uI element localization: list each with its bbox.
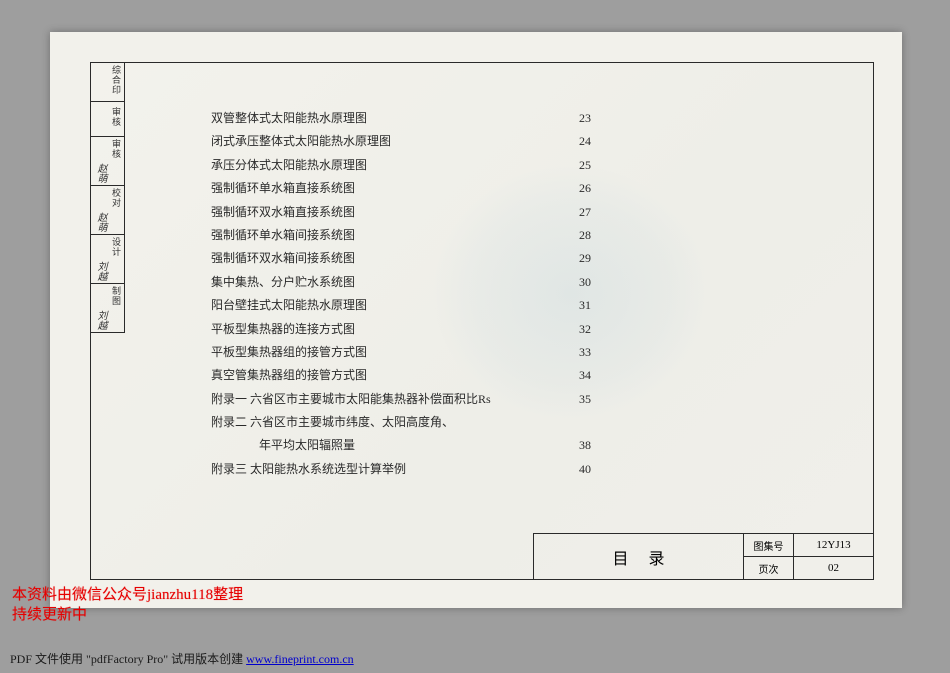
toc-row: 强制循环双水箱直接系统图 27: [211, 201, 591, 224]
side-sig: 刘越: [91, 259, 110, 283]
watermark-text: 本资料由微信公众号jianzhu118整理持续更新中: [12, 586, 243, 625]
toc-entry-page: 23: [549, 107, 591, 130]
toc-entry-page: 38: [549, 434, 591, 457]
toc-entry-title: 强制循环双水箱间接系统图: [211, 247, 355, 270]
toc-entry-title: 平板型集热器组的接管方式图: [211, 341, 367, 364]
table-of-contents: 双管整体式太阳能热水原理图23闭式承压整体式太阳能热水原理图24承压分体式太阳能…: [211, 107, 591, 481]
meta-row: 页次 02: [744, 557, 873, 579]
toc-row: 真空管集热器组的接管方式图 34: [211, 364, 591, 387]
toc-entry-title: 强制循环双水箱直接系统图: [211, 201, 355, 224]
toc-entry-title: 承压分体式太阳能热水原理图: [211, 154, 367, 177]
toc-entry-title: 附录二 六省区市主要城市纬度、太阳高度角、: [211, 411, 454, 434]
side-cell: 综合印: [91, 63, 124, 101]
page-frame: 综合印 审核 审核 赵萌 校对 赵萌 设计 刘越 制图 刘越: [50, 32, 902, 608]
side-role-label: 审核: [109, 137, 124, 161]
drawing-border: 综合印 审核 审核 赵萌 校对 赵萌 设计 刘越 制图 刘越: [90, 62, 874, 580]
meta-label: 图集号: [744, 534, 794, 556]
meta-label: 页次: [744, 557, 794, 579]
pdf-link[interactable]: www.fineprint.com.cn: [246, 652, 354, 666]
toc-row: 强制循环单水箱直接系统图 26: [211, 177, 591, 200]
pdf-footer-line: PDF 文件使用 "pdfFactory Pro" 试用版本创建 www.fin…: [10, 650, 354, 667]
toc-row: 闭式承压整体式太阳能热水原理图 24: [211, 130, 591, 153]
toc-entry-page: 34: [549, 364, 591, 387]
toc-row: 集中集热、分户贮水系统图 30: [211, 271, 591, 294]
toc-entry-title: 强制循环单水箱间接系统图: [211, 224, 355, 247]
side-role-label: 校对: [109, 186, 124, 210]
side-cell: 审核 赵萌: [91, 136, 124, 185]
toc-row: 附录二 六省区市主要城市纬度、太阳高度角、: [211, 411, 591, 434]
toc-row: 平板型集热器组的接管方式图 33: [211, 341, 591, 364]
toc-entry-title: 闭式承压整体式太阳能热水原理图: [211, 130, 391, 153]
toc-entry-title: 集中集热、分户贮水系统图: [211, 271, 355, 294]
side-cell: 设计 刘越: [91, 234, 124, 283]
toc-entry-page: 29: [549, 247, 591, 270]
toc-entry-page: 32: [549, 318, 591, 341]
toc-row: 附录一 六省区市主要城市太阳能集热器补偿面积比Rs 35: [211, 388, 591, 411]
toc-entry-title: 附录一 六省区市主要城市太阳能集热器补偿面积比Rs: [211, 388, 491, 411]
side-sig: 赵萌: [91, 210, 110, 234]
meta-row: 图集号 12YJ13: [744, 534, 873, 557]
side-sig: 刘越: [91, 308, 110, 332]
side-role-label: 设计: [109, 235, 124, 259]
meta-value: 12YJ13: [794, 534, 873, 556]
side-role-label: 综合印: [109, 63, 124, 97]
toc-entry-title: 阳台壁挂式太阳能热水原理图: [211, 294, 367, 317]
side-role-label: 审核: [109, 105, 124, 129]
pdf-prefix: PDF 文件使用 "pdfFactory Pro" 试用版本创建: [10, 652, 246, 666]
toc-entry-title: 年平均太阳辐照量: [211, 434, 355, 457]
toc-entry-page: [561, 411, 591, 434]
title-block: 目录 图集号 12YJ13 页次 02: [533, 533, 873, 579]
toc-entry-page: 25: [549, 154, 591, 177]
side-cell: 制图 刘越: [91, 283, 124, 332]
side-role-label: 制图: [109, 284, 124, 308]
toc-entry-title: 平板型集热器的连接方式图: [211, 318, 355, 341]
sheet-title: 目录: [534, 534, 743, 579]
side-label-strip: 综合印 审核 审核 赵萌 校对 赵萌 设计 刘越 制图 刘越: [91, 63, 125, 333]
side-sig: [91, 129, 95, 133]
toc-entry-page: 31: [549, 294, 591, 317]
toc-entry-title: 强制循环单水箱直接系统图: [211, 177, 355, 200]
toc-entry-page: 28: [549, 224, 591, 247]
side-cell: 校对 赵萌: [91, 185, 124, 234]
toc-row: 双管整体式太阳能热水原理图 23: [211, 107, 591, 130]
toc-entry-title: 真空管集热器组的接管方式图: [211, 364, 367, 387]
side-cell: 审核: [91, 101, 124, 136]
toc-row: 强制循环双水箱间接系统图 29: [211, 247, 591, 270]
toc-entry-page: 24: [549, 130, 591, 153]
side-sig: 赵萌: [91, 161, 110, 185]
toc-entry-page: 27: [549, 201, 591, 224]
toc-entry-page: 35: [549, 388, 591, 411]
toc-entry-page: 33: [549, 341, 591, 364]
toc-row: 强制循环单水箱间接系统图 28: [211, 224, 591, 247]
sheet-meta: 图集号 12YJ13 页次 02: [743, 534, 873, 579]
toc-row: 阳台壁挂式太阳能热水原理图 31: [211, 294, 591, 317]
toc-entry-page: 30: [549, 271, 591, 294]
meta-value: 02: [794, 557, 873, 579]
toc-entry-page: 26: [549, 177, 591, 200]
toc-entry-title: 双管整体式太阳能热水原理图: [211, 107, 367, 130]
toc-row: 附录三 太阳能热水系统选型计算举例 40: [211, 458, 591, 481]
toc-row: 平板型集热器的连接方式图 32: [211, 318, 591, 341]
toc-row: 年平均太阳辐照量 38: [211, 434, 591, 457]
toc-entry-page: 40: [549, 458, 591, 481]
toc-row: 承压分体式太阳能热水原理图 25: [211, 154, 591, 177]
toc-entry-title: 附录三 太阳能热水系统选型计算举例: [211, 458, 406, 481]
